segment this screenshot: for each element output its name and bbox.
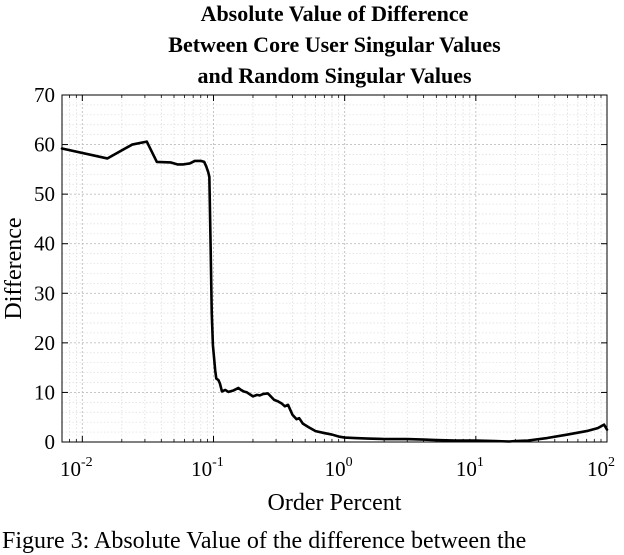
chart-title-line: Absolute Value of Difference xyxy=(201,1,469,26)
x-tick-label: 10-1 xyxy=(191,455,224,481)
x-tick-label: 101 xyxy=(456,455,484,481)
x-axis-label: Order Percent xyxy=(268,490,402,516)
y-tick-label: 40 xyxy=(34,232,55,256)
y-tick-label: 50 xyxy=(34,182,55,206)
y-tick-label: 30 xyxy=(34,281,55,305)
chart-title-line: and Random Singular Values xyxy=(197,63,472,88)
y-tick-label: 70 xyxy=(34,83,55,107)
plot-area xyxy=(62,95,607,442)
y-tick-label: 20 xyxy=(34,331,55,355)
y-tick-label: 0 xyxy=(45,430,56,454)
series-line xyxy=(60,140,609,443)
figure-caption: Figure 3: Absolute Value of the differen… xyxy=(2,528,527,554)
axes-box xyxy=(61,94,608,443)
y-tick-label: 60 xyxy=(34,133,55,157)
x-tick-label: 100 xyxy=(325,455,353,481)
y-axis-label: Difference xyxy=(1,217,27,319)
chart-title-line: Between Core User Singular Values xyxy=(168,32,501,57)
y-tick-label: 10 xyxy=(34,380,55,404)
x-tick-label: 10-2 xyxy=(60,455,93,481)
x-tick-label: 102 xyxy=(587,455,615,481)
